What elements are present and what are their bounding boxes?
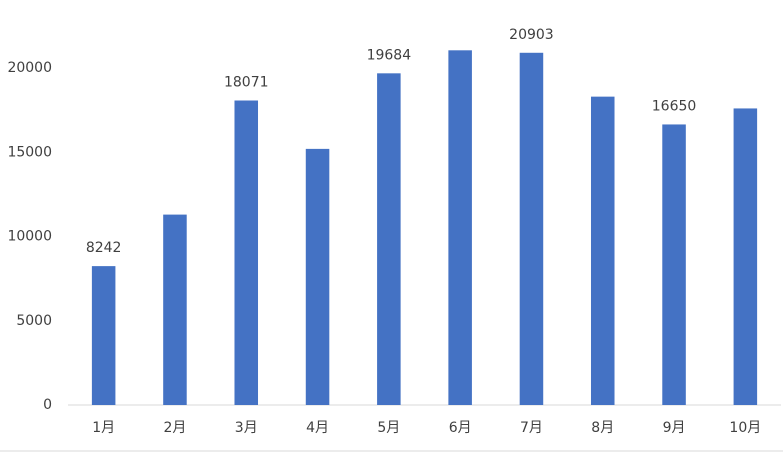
bar xyxy=(448,50,472,406)
x-tick-label: 3月 xyxy=(235,420,258,436)
bar xyxy=(662,124,686,405)
x-tick-label: 10月 xyxy=(729,420,761,436)
bar xyxy=(163,214,187,405)
y-tick-label: 0 xyxy=(43,397,52,413)
y-tick-label: 15000 xyxy=(7,144,52,160)
data-label: 19684 xyxy=(367,47,412,63)
x-tick-label: 2月 xyxy=(163,420,186,436)
bar xyxy=(91,266,116,405)
data-label: 8242 xyxy=(86,240,122,256)
bar xyxy=(305,148,330,405)
x-tick-label: 4月 xyxy=(306,420,329,436)
x-tick-label: 9月 xyxy=(663,420,686,436)
x-tick-label: 6月 xyxy=(449,420,472,436)
y-tick-label: 20000 xyxy=(7,60,52,76)
bar xyxy=(377,73,401,406)
bar xyxy=(234,100,259,405)
x-tick-label: 8月 xyxy=(591,420,614,436)
y-tick-label: 10000 xyxy=(7,229,52,245)
data-label: 20903 xyxy=(509,27,554,43)
bar xyxy=(733,108,758,405)
data-label: 16650 xyxy=(652,98,697,114)
x-tick-label: 5月 xyxy=(377,420,400,436)
bar xyxy=(590,96,615,406)
bar xyxy=(519,52,544,405)
data-label: 18071 xyxy=(224,75,269,91)
x-tick-label: 7月 xyxy=(520,420,543,436)
x-tick-label: 1月 xyxy=(92,420,115,436)
y-tick-label: 5000 xyxy=(16,313,52,329)
